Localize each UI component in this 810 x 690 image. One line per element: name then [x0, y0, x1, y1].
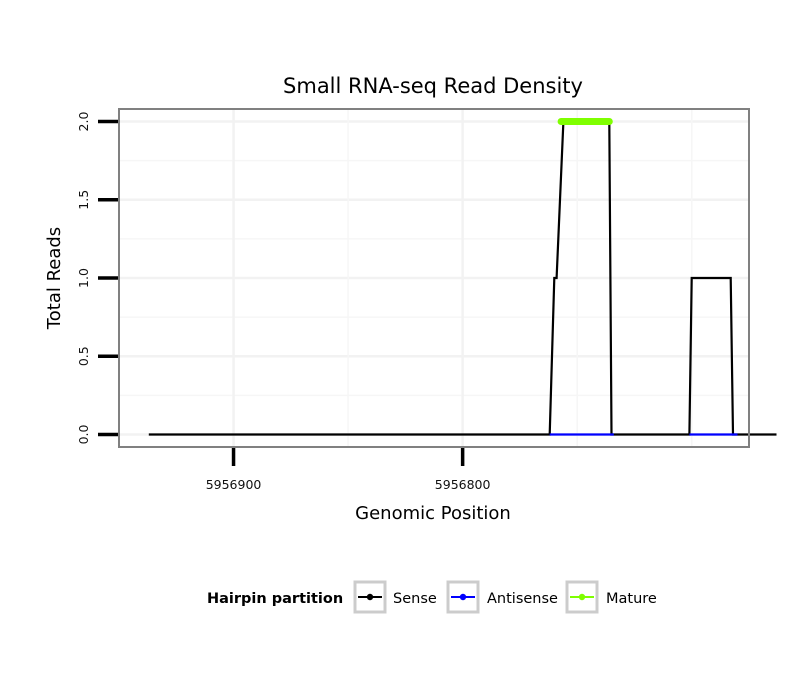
x-tick-label: 5956900 — [206, 477, 262, 492]
grid-layer — [119, 109, 749, 447]
legend-label-mature: Mature — [606, 591, 657, 607]
y-tick-label: 1.0 — [76, 268, 91, 288]
legend-point-mature — [578, 593, 586, 601]
legend-item-mature: Mature — [565, 580, 657, 614]
legend-key-mature — [565, 580, 599, 614]
chart-title: Small RNA-seq Read Density — [283, 74, 583, 98]
plot-border — [118, 108, 750, 448]
x-axis: 5956900 5956800 — [206, 448, 491, 492]
legend-label-sense: Sense — [393, 591, 437, 607]
legend-title: Hairpin partition — [207, 591, 343, 607]
legend-item-sense: Sense — [353, 580, 437, 614]
legend-point-antisense — [459, 593, 467, 601]
y-tick-label: 0.0 — [76, 425, 91, 445]
legend-label-antisense: Antisense — [487, 591, 558, 607]
x-tick-label: 5956800 — [435, 477, 491, 492]
y-tick-label: 0.5 — [76, 346, 91, 366]
y-tick-label: 1.5 — [76, 190, 91, 210]
y-axis-title: Total Reads — [44, 227, 65, 330]
series-layer — [148, 118, 777, 436]
x-axis-title: Genomic Position — [355, 503, 511, 524]
y-tick-label: 2.0 — [76, 112, 91, 132]
legend-point-sense — [366, 593, 374, 601]
legend-item-antisense: Antisense — [446, 580, 558, 614]
legend: Hairpin partition Sense Antisense Mature — [207, 580, 657, 614]
y-axis: 0.0 0.5 1.0 1.5 2.0 — [76, 112, 118, 445]
